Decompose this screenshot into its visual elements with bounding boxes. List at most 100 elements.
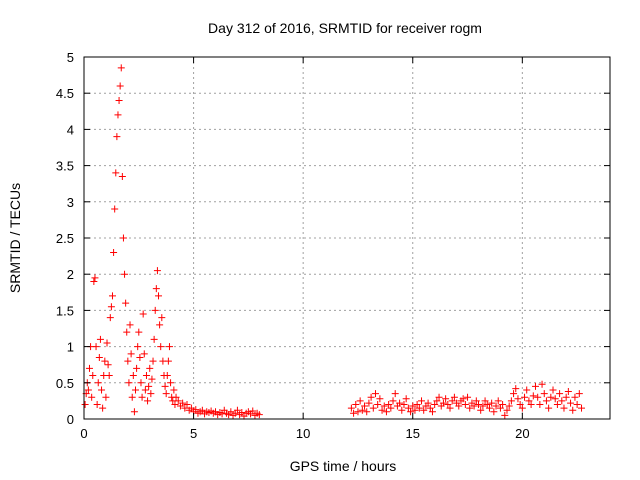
data-point	[527, 401, 535, 409]
data-point	[136, 353, 144, 361]
data-point	[556, 390, 564, 398]
data-point	[564, 387, 572, 395]
data-point	[153, 267, 161, 275]
data-point	[380, 402, 388, 410]
data-point	[95, 353, 103, 361]
data-point	[133, 364, 141, 372]
data-point	[93, 401, 101, 409]
data-point	[400, 401, 408, 409]
data-point	[374, 401, 382, 409]
x-tick-label: 10	[296, 426, 310, 441]
data-point	[446, 404, 454, 412]
data-point	[378, 406, 386, 414]
y-tick-label: 3	[67, 195, 74, 210]
data-point	[435, 393, 443, 401]
data-point	[111, 205, 119, 213]
data-point	[121, 270, 129, 278]
data-point	[148, 375, 156, 383]
data-point	[92, 343, 100, 351]
data-point	[490, 408, 498, 416]
x-tick-label: 5	[190, 426, 197, 441]
data-point	[499, 401, 507, 409]
data-point	[129, 372, 137, 380]
data-point	[135, 328, 143, 336]
data-point	[444, 401, 452, 409]
data-point	[170, 386, 178, 394]
data-point	[146, 364, 154, 372]
data-point	[553, 401, 561, 409]
data-point	[418, 397, 426, 405]
data-point	[347, 404, 355, 412]
data-point	[415, 404, 423, 412]
data-point	[483, 401, 491, 409]
data-point	[442, 395, 450, 403]
data-point	[431, 401, 439, 409]
data-point	[255, 411, 263, 419]
data-point	[450, 393, 458, 401]
data-point	[385, 401, 393, 409]
data-point	[569, 406, 577, 414]
data-point	[464, 393, 472, 401]
data-point	[144, 397, 152, 405]
data-point	[110, 248, 118, 256]
data-point	[158, 314, 166, 322]
data-point	[123, 328, 131, 336]
data-point	[488, 399, 496, 407]
data-point	[141, 386, 149, 394]
data-point	[426, 404, 434, 412]
data-point	[512, 385, 520, 393]
data-point	[115, 96, 123, 104]
chart-title: Day 312 of 2016, SRMTID for receiver rog…	[208, 20, 482, 36]
data-point	[192, 406, 200, 414]
data-point	[130, 408, 138, 416]
data-point	[140, 350, 148, 358]
y-tick-label: 2	[67, 267, 74, 282]
data-point	[352, 401, 360, 409]
data-point	[179, 399, 187, 407]
data-point	[382, 408, 390, 416]
data-point	[118, 172, 126, 180]
data-point	[389, 397, 397, 405]
plot-frame	[83, 56, 611, 420]
data-point	[88, 393, 96, 401]
data-point	[475, 401, 482, 409]
data-point	[167, 379, 175, 387]
x-tick-label: 20	[515, 426, 529, 441]
data-point	[107, 303, 115, 311]
data-point	[151, 306, 159, 314]
data-point	[89, 372, 97, 380]
data-point	[466, 404, 474, 412]
data-point	[540, 390, 548, 398]
data-point	[90, 277, 98, 285]
data-point	[492, 402, 500, 410]
data-point	[119, 234, 127, 242]
data-points	[81, 64, 586, 420]
data-point	[396, 399, 404, 407]
data-point	[233, 406, 241, 414]
data-point	[238, 408, 246, 416]
data-point	[171, 401, 179, 409]
data-point	[172, 393, 180, 401]
data-point	[455, 402, 463, 410]
data-point	[459, 395, 467, 403]
data-point	[507, 397, 515, 405]
data-point	[157, 343, 165, 351]
data-point	[485, 404, 493, 412]
data-point	[155, 292, 163, 300]
data-point	[183, 401, 191, 409]
data-point	[163, 372, 171, 380]
data-point	[145, 382, 153, 390]
data-point	[354, 408, 362, 416]
y-axis-label: SRMTID / TECUs	[7, 183, 23, 293]
data-point	[128, 393, 136, 401]
data-point	[99, 404, 107, 412]
data-point	[523, 386, 531, 394]
data-point	[106, 314, 114, 322]
y-tick-label: 0	[67, 412, 74, 427]
data-point	[514, 395, 522, 403]
data-point	[531, 382, 539, 390]
y-tick-label: 0.5	[56, 376, 74, 391]
data-point	[96, 335, 104, 343]
data-point	[101, 357, 109, 365]
